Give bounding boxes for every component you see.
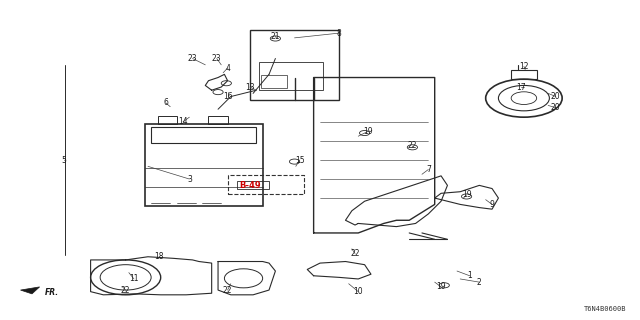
Bar <box>259 62 323 90</box>
Text: 3: 3 <box>187 174 192 184</box>
Text: 19: 19 <box>436 282 446 292</box>
Text: 22: 22 <box>350 249 360 258</box>
Text: 10: 10 <box>353 287 363 296</box>
Bar <box>145 124 262 206</box>
Text: 19: 19 <box>363 127 372 136</box>
Text: 13: 13 <box>245 83 255 92</box>
Polygon shape <box>20 287 40 294</box>
Text: 17: 17 <box>516 83 525 92</box>
Text: 8: 8 <box>337 28 342 38</box>
Text: T6N4B0600B: T6N4B0600B <box>584 306 626 312</box>
Text: 22: 22 <box>408 141 417 150</box>
Text: 23: 23 <box>188 54 197 63</box>
Text: 16: 16 <box>223 92 232 101</box>
Text: 23: 23 <box>212 54 221 63</box>
Text: 2: 2 <box>477 278 482 287</box>
Text: 5: 5 <box>61 156 67 164</box>
Text: 20: 20 <box>551 92 561 101</box>
Text: 22: 22 <box>223 285 232 295</box>
Text: 9: 9 <box>490 200 495 209</box>
Bar <box>261 75 287 88</box>
Bar <box>511 69 537 79</box>
Text: 7: 7 <box>426 165 431 174</box>
Text: 4: 4 <box>225 63 230 73</box>
Text: 19: 19 <box>461 190 472 199</box>
Text: B-49: B-49 <box>239 181 260 190</box>
Text: 15: 15 <box>295 156 305 164</box>
Bar <box>157 116 177 124</box>
Text: 1: 1 <box>467 271 472 280</box>
Text: 22: 22 <box>121 285 131 295</box>
Text: 18: 18 <box>155 252 164 261</box>
Text: 20: 20 <box>551 103 561 112</box>
Text: 11: 11 <box>129 275 139 284</box>
Bar <box>209 116 228 124</box>
Text: FR.: FR. <box>45 288 59 297</box>
Text: 14: 14 <box>178 117 188 126</box>
Bar <box>151 127 256 142</box>
Bar <box>237 180 269 188</box>
Bar <box>228 175 304 194</box>
Text: 6: 6 <box>163 99 168 108</box>
Text: 21: 21 <box>271 32 280 41</box>
Text: 12: 12 <box>519 62 529 71</box>
